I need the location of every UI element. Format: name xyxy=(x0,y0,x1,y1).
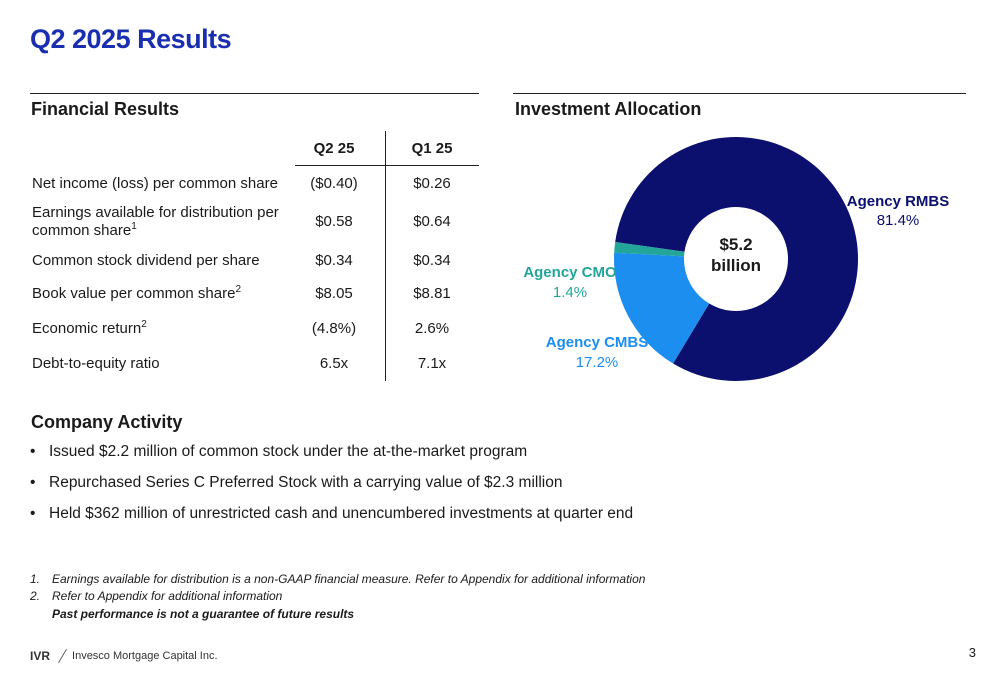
company-activity-heading: Company Activity xyxy=(31,412,183,432)
table-cell-q2: $0.34 xyxy=(315,252,353,269)
row-label-text: Economic return xyxy=(32,320,142,337)
company-logo: IVR Invesco Mortgage Capital Inc. xyxy=(30,649,218,663)
logo-slash-icon xyxy=(56,649,68,663)
activity-text: Repurchased Series C Preferred Stock wit… xyxy=(49,474,563,491)
row-label-text: Debt-to-equity ratio xyxy=(32,355,160,372)
donut-center-label: $5.2 billion xyxy=(696,234,776,276)
table-row-label: Debt-to-equity ratio xyxy=(32,355,282,373)
performance-disclaimer: Past performance is not a guarantee of f… xyxy=(52,607,355,621)
table-cell-q2: (4.8%) xyxy=(311,320,357,337)
footnote-number: 2. xyxy=(30,589,41,603)
row-label-text: Common stock dividend per share xyxy=(32,252,260,269)
investment-allocation-rule xyxy=(513,93,966,94)
financial-results-heading: Financial Results xyxy=(31,99,180,119)
footnote-reference: 2 xyxy=(235,284,241,295)
investment-allocation-heading: Investment Allocation xyxy=(515,99,702,119)
footnote-number: 1. xyxy=(30,572,41,586)
slice-label-agency-rmbs: Agency RMBS xyxy=(846,193,950,210)
company-activity-list: • Issued $2.2 million of common stock und… xyxy=(30,443,633,536)
slice-value-agency-rmbs: 81.4% xyxy=(876,212,920,229)
slice-value-agency-cmo: 1.4% xyxy=(552,284,588,301)
table-cell-q1: $0.64 xyxy=(413,213,451,230)
row-label-text: Net income (loss) per common share xyxy=(32,175,278,192)
page-number: 3 xyxy=(968,645,976,660)
page-title: Q2 2025 Results xyxy=(30,24,232,54)
table-row-label: Economic return2 xyxy=(32,320,282,338)
slice-label-agency-cmo: Agency CMO xyxy=(523,264,617,281)
donut-slice-agency-rmbs xyxy=(615,137,858,382)
table-cell-q2: $8.05 xyxy=(315,285,353,302)
list-item: • Repurchased Series C Preferred Stock wi… xyxy=(30,474,633,505)
table-cell-q2: ($0.40) xyxy=(310,175,358,192)
row-label-text: Book value per common share xyxy=(32,285,236,302)
activity-text: Issued $2.2 million of common stock unde… xyxy=(49,443,528,460)
table-cell-q2: 6.5x xyxy=(319,355,349,372)
table-row-label: Book value per common share2 xyxy=(32,285,282,303)
footnote-text: Earnings available for distribution is a… xyxy=(52,572,646,586)
table-column-divider xyxy=(385,131,386,381)
table-row-label: Net income (loss) per common share xyxy=(32,175,282,193)
footnote-reference: 2 xyxy=(141,319,147,330)
financial-results-rule xyxy=(30,93,479,94)
logo-company-name: Invesco Mortgage Capital Inc. xyxy=(72,650,218,662)
table-cell-q1: 2.6% xyxy=(414,320,450,337)
column-header-q1-25: Q1 25 xyxy=(411,140,453,157)
footnote-1: 1. Earnings available for distribution is… xyxy=(30,572,645,586)
table-row-label: Common stock dividend per share xyxy=(32,252,282,270)
table-cell-q1: $8.81 xyxy=(413,285,451,302)
column-header-q2-25: Q2 25 xyxy=(313,140,355,157)
bullet-icon: • xyxy=(30,474,36,491)
list-item: • Held $362 million of unrestricted cash … xyxy=(30,505,633,536)
table-header-rule xyxy=(295,165,479,166)
bullet-icon: • xyxy=(30,443,36,460)
donut-center-unit: billion xyxy=(710,256,762,275)
footnote-text: Refer to Appendix for additional informa… xyxy=(52,589,283,603)
logo-ticker: IVR xyxy=(30,649,51,663)
table-cell-q1: $0.34 xyxy=(413,252,451,269)
footnote-reference: 1 xyxy=(131,221,137,232)
activity-text: Held $362 million of unrestricted cash a… xyxy=(49,505,634,522)
row-label-text: Earnings available for distribution per … xyxy=(32,204,279,239)
footnote-2: 2. Refer to Appendix for additional infor… xyxy=(30,589,282,603)
donut-slice-agency-cmo xyxy=(614,242,685,257)
bullet-icon: • xyxy=(30,505,36,522)
table-cell-q1: $0.26 xyxy=(413,175,451,192)
donut-slice-agency-cmbs xyxy=(614,252,710,364)
slice-value-agency-cmbs: 17.2% xyxy=(575,354,619,371)
table-cell-q2: $0.58 xyxy=(315,213,353,230)
donut-center-amount: $5.2 xyxy=(719,235,753,254)
list-item: • Issued $2.2 million of common stock und… xyxy=(30,443,633,474)
slice-label-agency-cmbs: Agency CMBS xyxy=(545,334,649,351)
table-row-label: Earnings available for distribution per … xyxy=(32,204,282,240)
table-cell-q1: 7.1x xyxy=(417,355,447,372)
